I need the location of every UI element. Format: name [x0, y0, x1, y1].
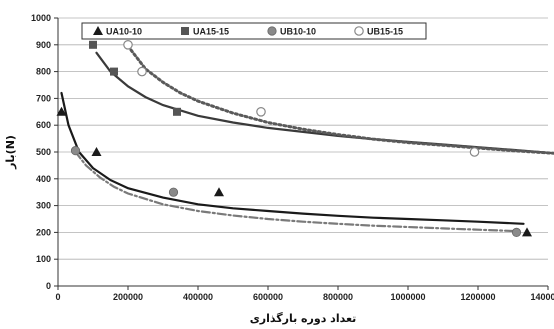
data-point-ua10-10 — [56, 106, 67, 116]
y-tick-label: 600 — [36, 120, 51, 130]
legend-box — [81, 22, 427, 40]
y-tick-label: 1000 — [31, 13, 51, 23]
trend-line-ua10-10 — [60, 91, 525, 225]
data-point-ub15-15 — [469, 147, 480, 157]
legend-marker-ub15-15 — [354, 26, 364, 36]
x-tick-label: 0 — [55, 292, 60, 302]
data-point-ua15-15 — [173, 107, 181, 116]
y-tick-label: 800 — [36, 67, 51, 77]
y-tick-label: 100 — [36, 254, 51, 264]
legend: UA10-10 UA15-15 UB10-10 UB15-15 — [81, 22, 427, 40]
tick-labels: 0 100 200 300 400 500 600 700 800 900 1000 0 200000 4… — [31, 13, 554, 302]
y-tick-label: 500 — [36, 147, 51, 157]
data-point-ua10-10 — [214, 187, 224, 197]
data-point-ub10-10 — [168, 187, 179, 197]
data-point-ub10-10 — [70, 146, 81, 156]
data-points — [56, 39, 532, 237]
y-axis-title: بار(N) — [4, 135, 17, 170]
y-tick-label: 0 — [46, 281, 51, 291]
y-tick-label: 200 — [36, 227, 51, 237]
data-point-ua15-15 — [110, 67, 118, 76]
y-tick-label: 700 — [36, 93, 51, 103]
data-point-ua10-10 — [522, 227, 532, 237]
x-tick-label: 1000000 — [390, 292, 425, 302]
y-tick-label: 900 — [36, 40, 51, 50]
y-tick-label: 400 — [36, 174, 51, 184]
data-point-ub15-15 — [256, 107, 266, 117]
legend-label-ua15-15: UA15-15 — [193, 27, 229, 37]
data-point-ub15-15 — [137, 66, 147, 77]
data-point-ub10-10 — [511, 227, 522, 237]
data-point-ub15-15 — [123, 39, 133, 50]
x-tick-label: 400000 — [183, 292, 213, 302]
trend-line-ub15-15 — [126, 44, 554, 155]
x-tick-label: 200000 — [113, 292, 143, 302]
legend-label-ub15-15: UB15-15 — [367, 27, 403, 37]
legend-marker-ub10-10 — [267, 26, 277, 36]
data-point-ua15-15 — [89, 40, 97, 49]
data-point-ua10-10 — [91, 147, 102, 156]
x-axis-title: تعداد دوره بارگذاری — [250, 312, 357, 325]
x-tick-label: 1200000 — [460, 292, 495, 302]
legend-marker-ua15-15 — [181, 27, 189, 35]
x-tick-label: 600000 — [253, 292, 283, 302]
x-tick-label: 800000 — [323, 292, 353, 302]
y-tick-label: 300 — [36, 201, 51, 211]
legend-label-ub10-10: UB10-10 — [280, 27, 316, 37]
axes — [54, 17, 549, 290]
trend-lines — [60, 44, 554, 233]
trend-line-ub10-10 — [74, 150, 518, 233]
legend-label-ua10-10: UA10-10 — [106, 27, 142, 37]
x-tick-label: 1400000 — [530, 292, 554, 302]
legend-marker-ua10-10 — [93, 26, 103, 35]
